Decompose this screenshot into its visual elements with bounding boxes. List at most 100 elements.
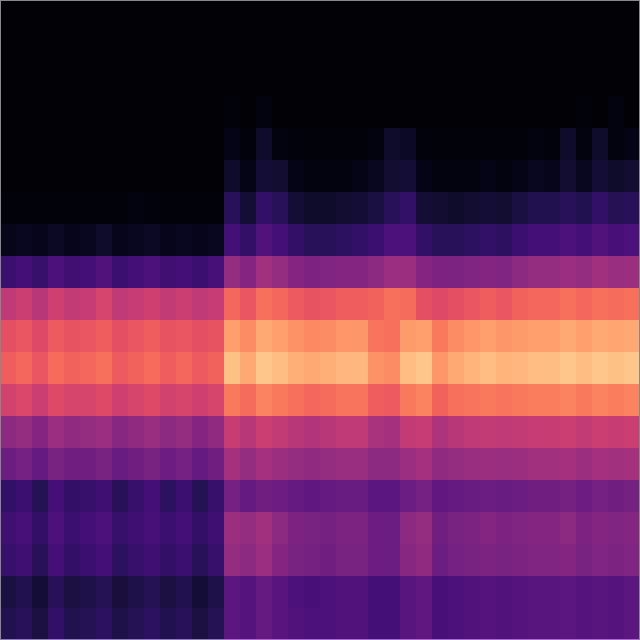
heat-cell [560,0,577,33]
heat-cell [288,96,305,129]
heat-cell [32,128,49,161]
heat-cell [608,448,625,481]
heat-cell [160,352,177,385]
heat-cell [96,160,113,193]
heat-cell [592,320,609,353]
heat-cell [32,544,49,577]
heat-cell [256,32,273,65]
heat-cell [496,480,513,513]
heat-cell [400,64,417,97]
heat-cell [96,480,113,513]
heat-cell [352,384,369,417]
heat-cell [128,480,145,513]
heat-cell [528,320,545,353]
heat-cell [64,0,81,33]
heat-cell [304,352,321,385]
heat-cell [576,544,593,577]
heat-cell [64,288,81,321]
heat-cell [576,96,593,129]
heat-cell [176,512,193,545]
heat-cell [544,96,561,129]
heat-cell [16,256,33,289]
heat-cell [368,288,385,321]
heat-cell [400,224,417,257]
heat-cell [96,576,113,609]
heat-cell [624,448,640,481]
heat-cell [432,352,449,385]
heat-cell [256,320,273,353]
heat-cell [176,224,193,257]
heat-cell [240,512,257,545]
heat-cell [480,384,497,417]
heat-cell [144,192,161,225]
heat-cell [560,224,577,257]
heat-cell [464,384,481,417]
heat-cell [576,480,593,513]
heat-cell [16,64,33,97]
heat-cell [48,448,65,481]
heat-cell [336,448,353,481]
heat-cell [496,608,513,640]
heat-cell [384,512,401,545]
heat-cell [224,480,241,513]
heat-cell [384,448,401,481]
heat-cell [192,224,209,257]
heat-cell [0,96,17,129]
heat-cell [288,192,305,225]
heat-cell [352,0,369,33]
heat-cell [608,0,625,33]
heat-cell [368,576,385,609]
heat-cell [400,160,417,193]
heat-cell [384,64,401,97]
heat-cell [320,32,337,65]
heat-cell [96,608,113,640]
heat-cell [256,352,273,385]
heat-cell [32,512,49,545]
heat-cell [288,352,305,385]
heat-cell [64,512,81,545]
heat-cell [400,352,417,385]
heat-cell [160,128,177,161]
heat-cell [112,192,129,225]
heat-cell [432,0,449,33]
heat-cell [416,352,433,385]
heat-cell [320,224,337,257]
heat-cell [192,352,209,385]
heat-cell [352,128,369,161]
heat-cell [16,576,33,609]
heat-cell [480,352,497,385]
heat-cell [224,0,241,33]
heat-cell [400,0,417,33]
heat-cell [320,160,337,193]
heat-cell [336,192,353,225]
heat-cell [320,0,337,33]
heat-cell [96,384,113,417]
heat-cell [448,480,465,513]
heat-cell [160,576,177,609]
heat-cell [0,384,17,417]
heat-cell [0,576,17,609]
heat-cell [144,0,161,33]
heat-cell [128,608,145,640]
heat-cell [160,608,177,640]
heat-cell [192,608,209,640]
heat-cell [432,32,449,65]
heat-cell [368,0,385,33]
heat-cell [208,288,225,321]
heat-cell [16,384,33,417]
heat-cell [48,224,65,257]
heat-cell [48,576,65,609]
heat-cell [48,96,65,129]
heat-cell [240,384,257,417]
heat-cell [496,224,513,257]
heat-cell [496,512,513,545]
heat-cell [464,224,481,257]
heat-cell [32,352,49,385]
heat-cell [544,320,561,353]
heat-cell [416,384,433,417]
heat-cell [448,320,465,353]
heat-cell [144,384,161,417]
heat-cell [272,416,289,449]
heat-cell [448,192,465,225]
heat-cell [608,576,625,609]
